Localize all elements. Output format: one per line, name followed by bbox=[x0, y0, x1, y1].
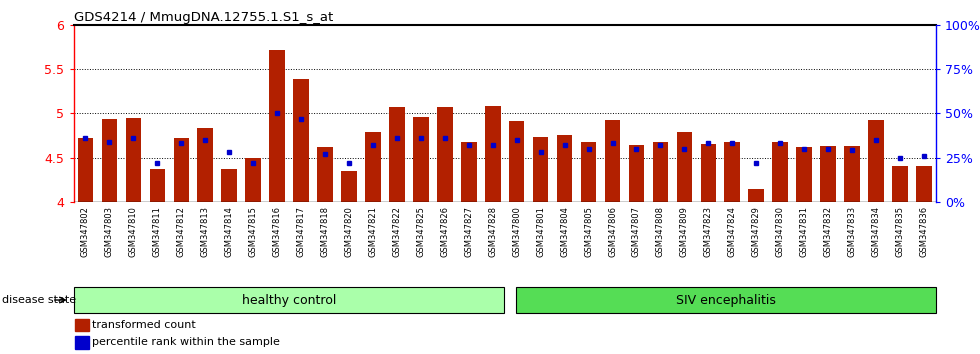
Text: GSM347815: GSM347815 bbox=[249, 206, 258, 257]
Bar bbox=[270, 50, 285, 202]
Bar bbox=[797, 147, 811, 202]
Bar bbox=[533, 137, 549, 202]
Bar bbox=[844, 146, 859, 202]
Bar bbox=[515, 287, 936, 313]
Text: GSM347817: GSM347817 bbox=[297, 206, 306, 257]
Text: GSM347814: GSM347814 bbox=[224, 206, 233, 257]
Text: GSM347806: GSM347806 bbox=[608, 206, 617, 257]
Bar bbox=[605, 120, 620, 202]
Text: SIV encephalitis: SIV encephalitis bbox=[676, 293, 776, 307]
Text: percentile rank within the sample: percentile rank within the sample bbox=[92, 337, 280, 347]
Text: GSM347821: GSM347821 bbox=[368, 206, 377, 257]
Bar bbox=[868, 120, 884, 202]
Text: GSM347813: GSM347813 bbox=[201, 206, 210, 257]
Text: healthy control: healthy control bbox=[242, 293, 336, 307]
Bar bbox=[749, 189, 764, 202]
Bar bbox=[892, 166, 907, 202]
Bar bbox=[772, 143, 788, 202]
Text: GSM347830: GSM347830 bbox=[776, 206, 785, 257]
Text: GSM347803: GSM347803 bbox=[105, 206, 114, 257]
Bar bbox=[366, 132, 380, 202]
Bar bbox=[461, 142, 476, 202]
Bar bbox=[341, 171, 357, 202]
Text: GSM347825: GSM347825 bbox=[416, 206, 425, 257]
Text: GSM347805: GSM347805 bbox=[584, 206, 593, 257]
Text: GSM347827: GSM347827 bbox=[465, 206, 473, 257]
Text: GSM347833: GSM347833 bbox=[848, 206, 857, 257]
Bar bbox=[724, 143, 740, 202]
Text: GSM347824: GSM347824 bbox=[728, 206, 737, 257]
Text: GSM347807: GSM347807 bbox=[632, 206, 641, 257]
Text: GSM347828: GSM347828 bbox=[488, 206, 497, 257]
Bar bbox=[102, 120, 118, 202]
Bar bbox=[509, 121, 524, 202]
Text: GSM347812: GSM347812 bbox=[176, 206, 186, 257]
Bar bbox=[77, 138, 93, 202]
Bar bbox=[221, 169, 237, 202]
Text: GSM347822: GSM347822 bbox=[392, 206, 402, 257]
Bar bbox=[173, 138, 189, 202]
Text: GSM347816: GSM347816 bbox=[272, 206, 281, 257]
Text: GSM347820: GSM347820 bbox=[345, 206, 354, 257]
Text: GSM347800: GSM347800 bbox=[513, 206, 521, 257]
Text: GSM347823: GSM347823 bbox=[704, 206, 712, 257]
Bar bbox=[701, 144, 716, 202]
Text: disease state: disease state bbox=[2, 295, 76, 305]
Text: GSM347826: GSM347826 bbox=[440, 206, 449, 257]
Bar bbox=[437, 107, 453, 202]
Bar bbox=[125, 118, 141, 202]
Text: GSM347801: GSM347801 bbox=[536, 206, 545, 257]
Text: GSM347832: GSM347832 bbox=[823, 206, 833, 257]
Bar bbox=[197, 128, 213, 202]
Text: transformed count: transformed count bbox=[92, 320, 196, 330]
Text: GSM347836: GSM347836 bbox=[919, 206, 928, 257]
Text: GSM347829: GSM347829 bbox=[752, 206, 760, 257]
Text: GSM347811: GSM347811 bbox=[153, 206, 162, 257]
Bar bbox=[628, 145, 644, 202]
Bar bbox=[318, 147, 333, 202]
Text: GSM347809: GSM347809 bbox=[680, 206, 689, 257]
Text: GSM347808: GSM347808 bbox=[656, 206, 664, 257]
Bar bbox=[293, 79, 309, 202]
Bar bbox=[653, 142, 668, 202]
Bar bbox=[485, 106, 501, 202]
Bar bbox=[820, 146, 836, 202]
Bar bbox=[413, 117, 428, 202]
Text: GSM347835: GSM347835 bbox=[896, 206, 905, 257]
Bar bbox=[245, 159, 261, 202]
Text: GSM347831: GSM347831 bbox=[800, 206, 808, 257]
Bar bbox=[150, 169, 165, 202]
Text: GSM347804: GSM347804 bbox=[561, 206, 569, 257]
Bar bbox=[75, 319, 89, 331]
Text: GDS4214 / MmugDNA.12755.1.S1_s_at: GDS4214 / MmugDNA.12755.1.S1_s_at bbox=[74, 11, 333, 24]
Bar bbox=[74, 287, 505, 313]
Bar bbox=[75, 336, 89, 349]
Text: GSM347810: GSM347810 bbox=[129, 206, 138, 257]
Bar bbox=[916, 166, 932, 202]
Bar bbox=[389, 107, 405, 202]
Text: GSM347818: GSM347818 bbox=[320, 206, 329, 257]
Bar bbox=[581, 142, 596, 202]
Bar bbox=[557, 136, 572, 202]
Bar bbox=[676, 132, 692, 202]
Text: GSM347802: GSM347802 bbox=[81, 206, 90, 257]
Text: GSM347834: GSM347834 bbox=[871, 206, 880, 257]
